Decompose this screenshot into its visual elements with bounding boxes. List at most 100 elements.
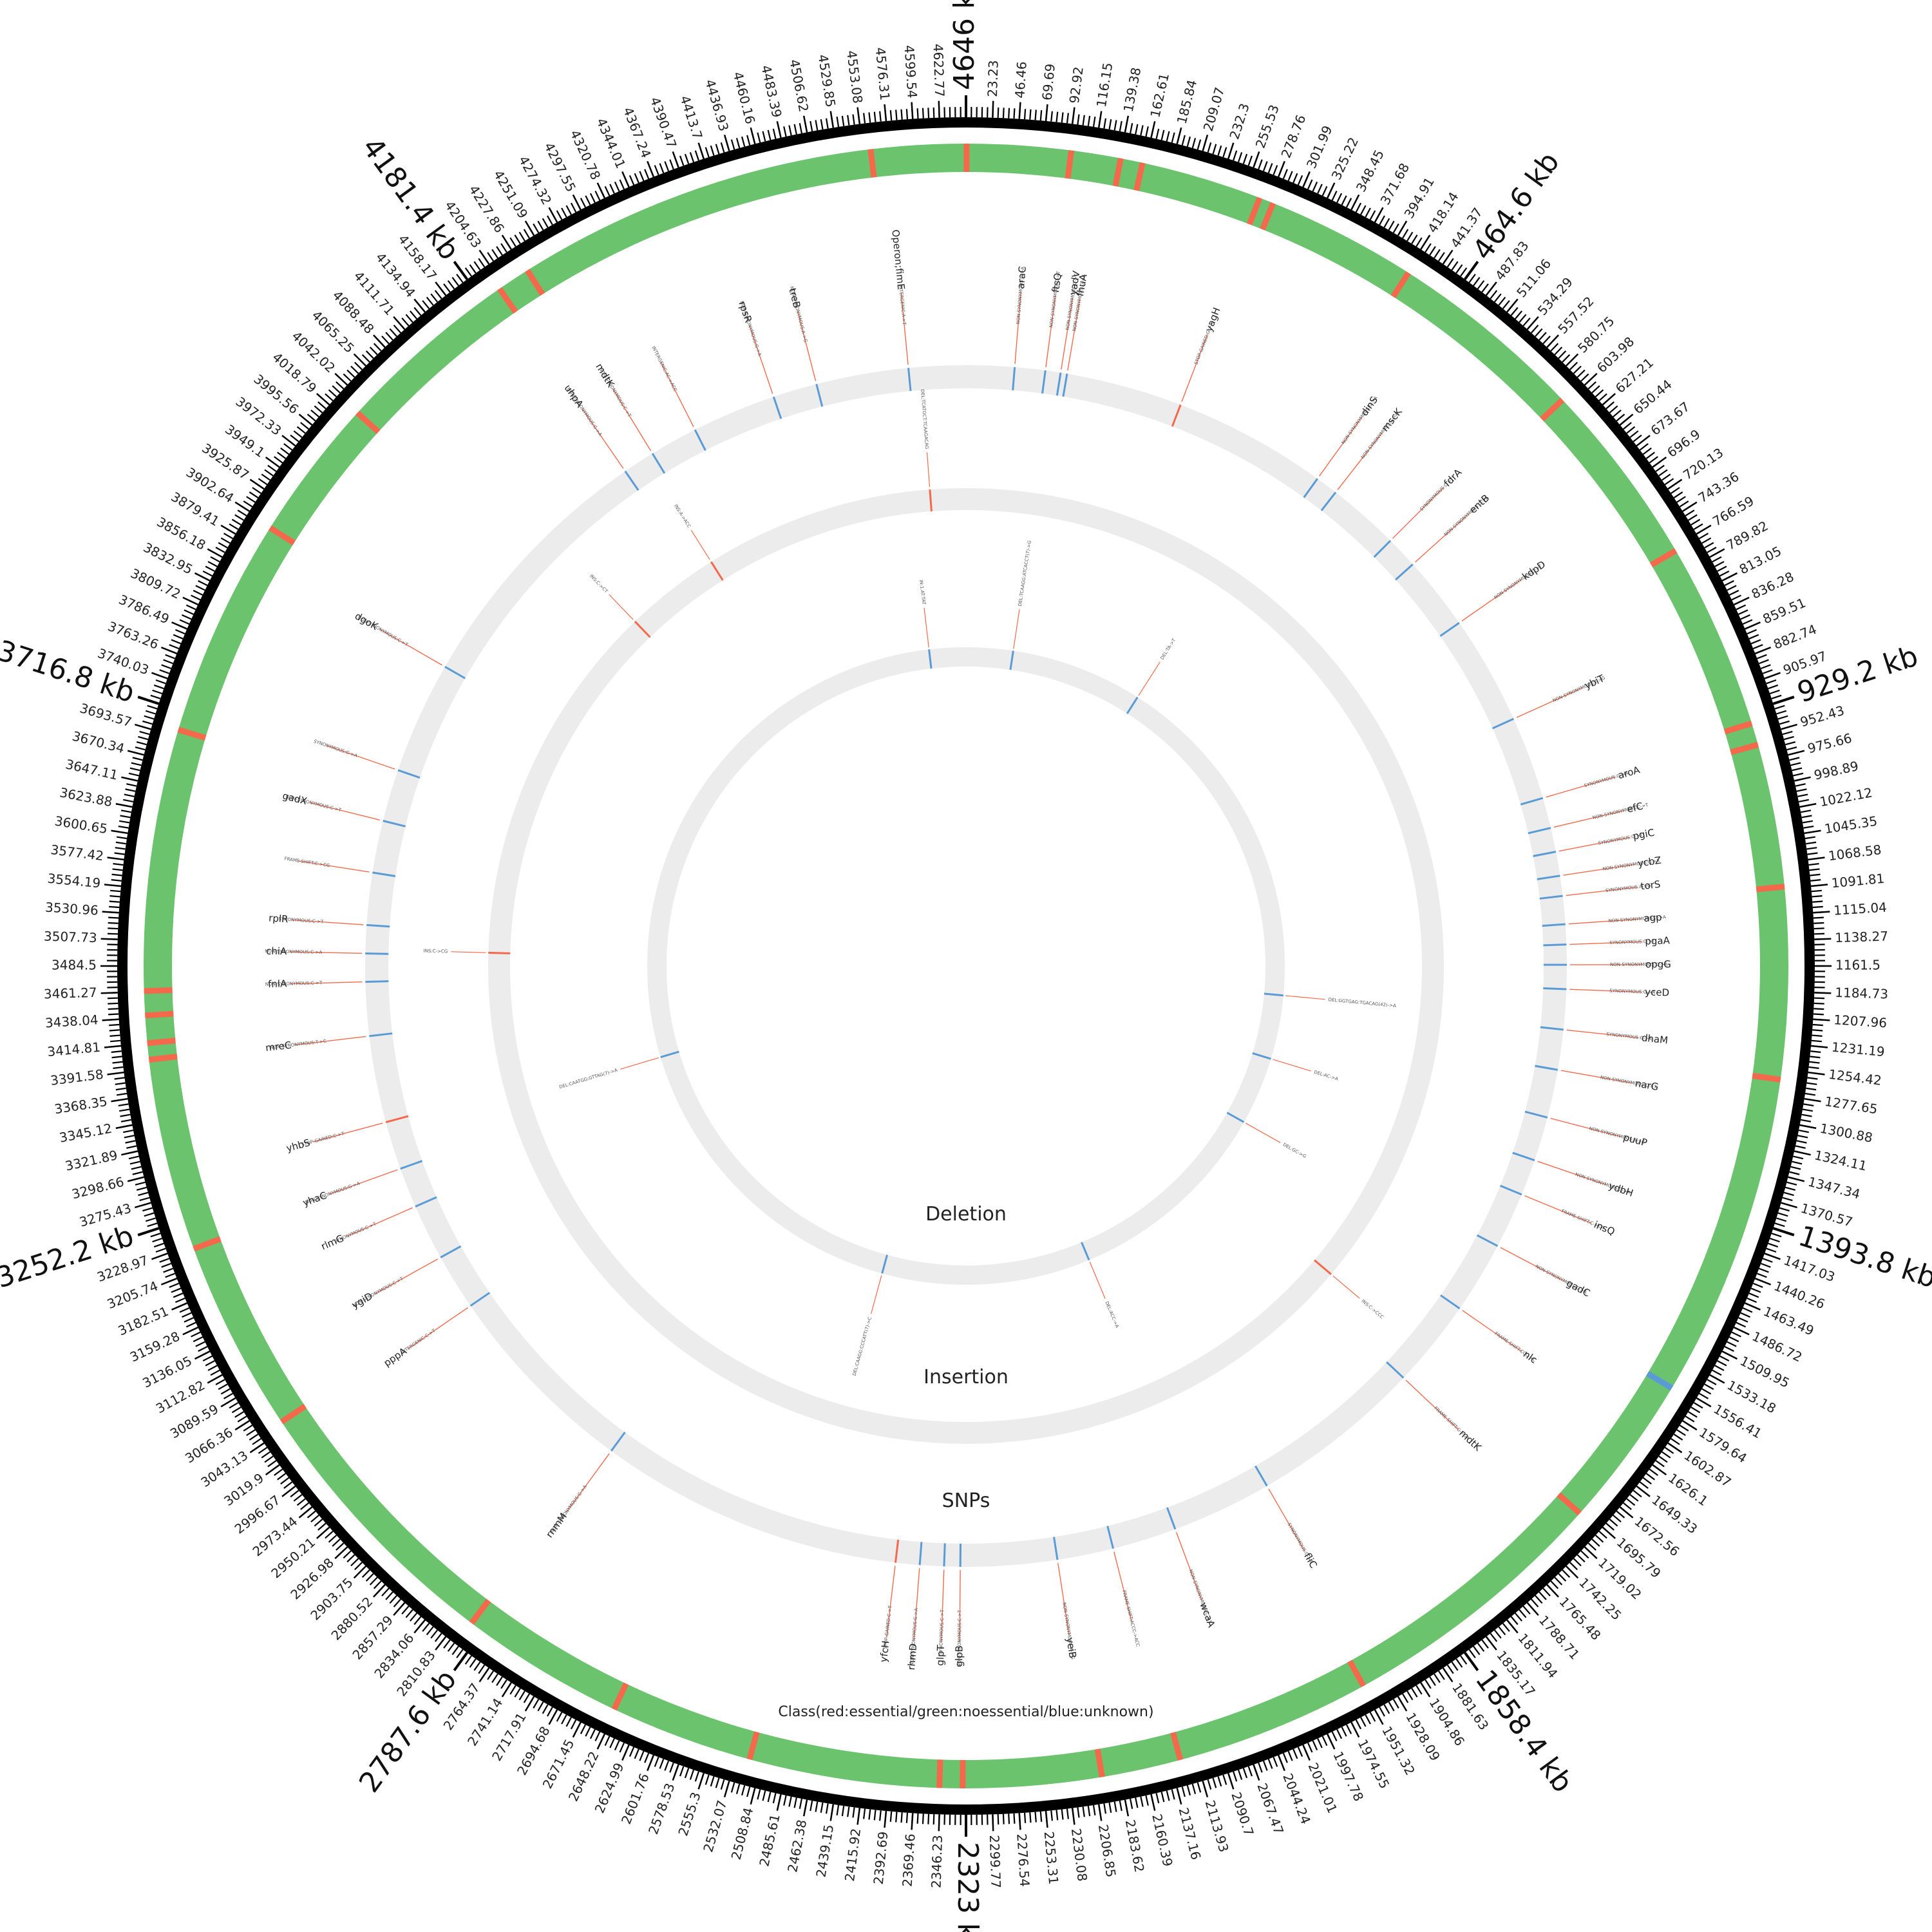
tick-mark: [1808, 1071, 1825, 1075]
minor-tick: [283, 1481, 293, 1489]
snp-label-line: [1045, 296, 1056, 368]
minor-tick: [361, 354, 370, 363]
tick-mark: [393, 1602, 406, 1616]
minor-tick: [1155, 1793, 1160, 1804]
minor-tick: [556, 210, 563, 220]
minor-tick: [1388, 220, 1395, 231]
minor-tick: [1522, 1605, 1531, 1615]
minor-tick: [161, 664, 172, 670]
tick-mark: [151, 672, 168, 679]
minor-tick: [136, 1186, 147, 1191]
insertion-label: DEL:TCATGCT:TCAAGACAG: [920, 389, 929, 449]
tick-mark: [1602, 1526, 1616, 1539]
minor-tick: [125, 1140, 136, 1144]
minor-tick: [161, 1262, 172, 1268]
minor-tick: [799, 1798, 802, 1809]
snp-mark: [610, 1432, 626, 1452]
deletion-mark: [1126, 696, 1139, 714]
minor-tick: [422, 1623, 430, 1632]
tick-mark: [750, 127, 756, 144]
minor-tick: [1287, 1750, 1293, 1761]
minor-tick: [1425, 243, 1432, 253]
minor-tick: [788, 1796, 792, 1807]
snp-mark: [1166, 1507, 1177, 1530]
minor-tick: [1307, 1742, 1313, 1753]
minor-tick: [1613, 1514, 1622, 1523]
class-mark: [177, 726, 207, 741]
minor-tick: [405, 314, 413, 323]
minor-tick: [1369, 1712, 1376, 1722]
snp-gene-label: narG: [1634, 1077, 1660, 1093]
minor-tick: [1510, 1616, 1519, 1625]
tick-mark: [596, 1734, 605, 1750]
tick-mark: [1745, 621, 1761, 630]
minor-tick: [793, 1797, 797, 1808]
tick-label: 1300.88: [1819, 1121, 1874, 1146]
tick-mark: [672, 151, 679, 168]
minor-tick: [1771, 694, 1782, 699]
deletion-mark: [881, 1255, 889, 1274]
minor-tick: [163, 659, 173, 665]
minor-tick: [639, 1750, 645, 1761]
minor-tick: [1530, 1598, 1539, 1607]
snp-gene-label: rlmG: [319, 1233, 346, 1253]
snp-label-line: [1319, 417, 1362, 477]
minor-tick: [1262, 161, 1268, 172]
snp-label-line: [1113, 1551, 1132, 1622]
minor-tick: [1558, 1573, 1567, 1582]
minor-tick: [1633, 434, 1642, 442]
minor-tick: [1719, 1355, 1730, 1362]
minor-tick: [518, 1690, 526, 1701]
minor-tick: [1321, 1736, 1328, 1747]
minor-tick: [135, 746, 146, 751]
tick-mark: [478, 1667, 490, 1683]
tick-label: 696.9: [1664, 426, 1703, 460]
minor-tick: [142, 1207, 153, 1212]
snp-label-line: [312, 1122, 383, 1142]
minor-tick: [229, 1402, 239, 1409]
snp-mutation-label: INTERGENIC:A->T: [898, 285, 907, 326]
minor-tick: [1807, 852, 1818, 855]
minor-tick: [1658, 1455, 1668, 1463]
minor-tick: [487, 252, 494, 261]
minor-tick: [346, 1554, 355, 1563]
tick-label: 3461.27: [44, 985, 97, 1002]
tick-mark: [750, 1788, 756, 1805]
minor-tick: [1554, 346, 1563, 355]
deletion-mark: [1226, 1112, 1245, 1123]
class-mark: [148, 1054, 178, 1063]
minor-tick: [246, 496, 256, 503]
tick-mark: [220, 1397, 236, 1408]
snp-mark: [415, 1196, 437, 1208]
tick-mark: [100, 992, 118, 994]
minor-tick: [237, 509, 247, 516]
tick-mark: [316, 1526, 330, 1539]
minor-tick: [629, 1747, 635, 1757]
minor-tick: [1806, 1087, 1817, 1091]
snp-mark: [1492, 717, 1515, 730]
tick-mark: [1619, 1506, 1634, 1519]
minor-tick: [654, 165, 659, 175]
snp-mark: [385, 1115, 409, 1124]
minor-tick: [111, 1050, 122, 1053]
deletion-label: DEL:CAAGG:CCCATT(7)->C: [852, 1316, 873, 1376]
minor-tick: [772, 1793, 777, 1804]
minor-tick: [1287, 171, 1293, 182]
minor-tick: [1701, 537, 1712, 544]
minor-tick: [783, 126, 787, 137]
tick-mark: [647, 160, 654, 178]
tick-mark: [435, 1636, 447, 1651]
minor-tick: [293, 1493, 303, 1502]
minor-tick: [361, 1569, 370, 1578]
major-tick-mark: [453, 261, 468, 280]
insertion-label: INS:C->CG: [424, 949, 448, 954]
snp-label-line: [1516, 687, 1583, 718]
minor-tick: [847, 115, 850, 126]
minor-tick: [619, 179, 625, 190]
minor-tick: [1810, 873, 1821, 876]
snp-gene-label: ycbZ: [1637, 855, 1662, 869]
snp-label-line: [660, 362, 694, 428]
tick-label: 2113.93: [1202, 1799, 1232, 1854]
tick-mark: [1097, 1804, 1103, 1821]
